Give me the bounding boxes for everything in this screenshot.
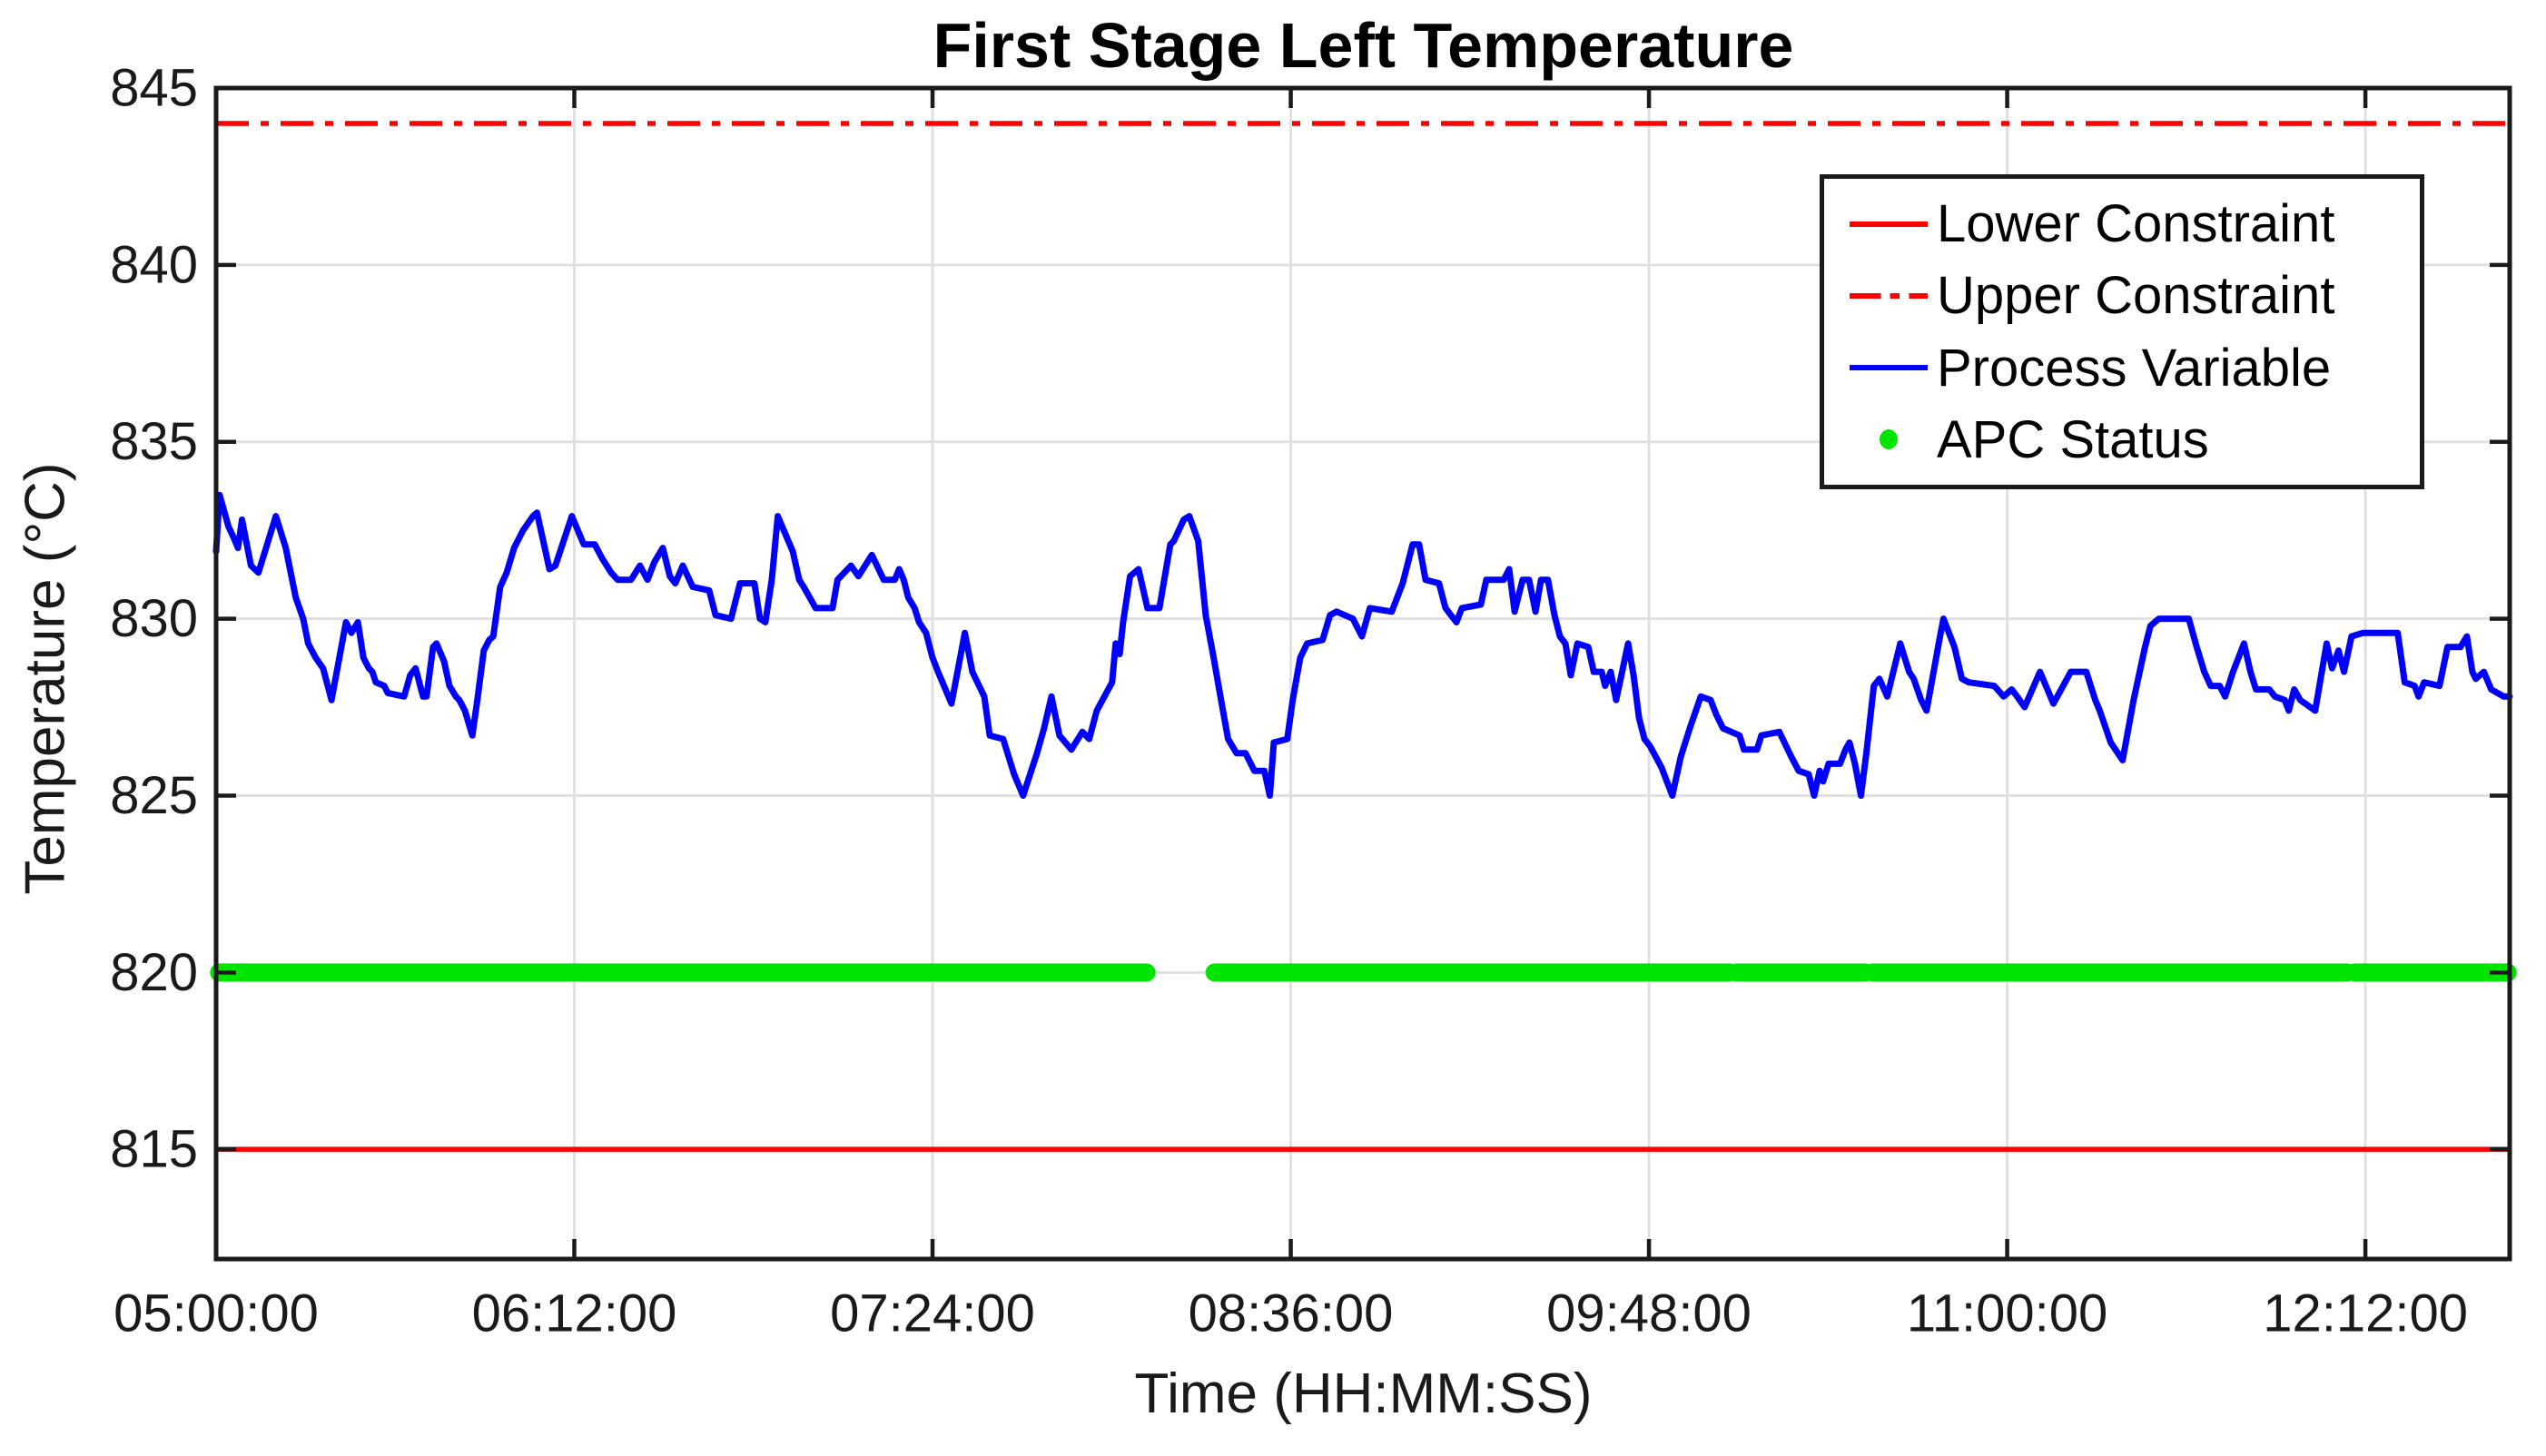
legend-label-lower-constraint: Lower Constraint <box>1937 194 2335 254</box>
x-tick-label: 12:12:00 <box>2263 1284 2468 1343</box>
y-tick-label: 815 <box>110 1120 198 1179</box>
axes-box <box>213 85 2512 1262</box>
legend-marker-lower-constraint <box>1850 221 1928 227</box>
y-tick-label: 830 <box>110 589 198 648</box>
x-tick-label: 09:48:00 <box>1546 1284 1752 1343</box>
y-axis-label: Temperature (°C) <box>14 462 77 895</box>
y-tick-label: 845 <box>110 59 198 118</box>
x-tick-label: 11:00:00 <box>1907 1284 2107 1343</box>
legend-marker-process-variable <box>1850 365 1928 371</box>
y-tick-label: 840 <box>110 235 198 294</box>
x-axis-label: Time (HH:MM:SS) <box>1134 1363 1593 1425</box>
legend-item-apc-status: APC Status <box>1824 404 2420 475</box>
dashdot-line-icon <box>1850 292 1928 299</box>
chart-title: First Stage Left Temperature <box>933 10 1794 81</box>
legend-item-upper-constraint: Upper Constraint <box>1824 261 2420 331</box>
x-tick-label: 06:12:00 <box>472 1284 677 1343</box>
legend-item-lower-constraint: Lower Constraint <box>1824 189 2420 260</box>
x-tick-label: 05:00:00 <box>113 1284 319 1343</box>
legend-label-upper-constraint: Upper Constraint <box>1937 266 2335 326</box>
dot-icon <box>1880 429 1898 450</box>
y-tick-label: 820 <box>110 943 198 1002</box>
legend-item-process-variable: Process Variable <box>1824 332 2420 403</box>
legend-label-process-variable: Process Variable <box>1937 338 2332 398</box>
y-tick-label: 825 <box>110 766 198 825</box>
legend-label-apc-status: APC Status <box>1937 409 2209 469</box>
legend: Lower Constraint Upper Constraint Process … <box>1820 174 2424 489</box>
legend-marker-apc-status <box>1850 429 1928 450</box>
x-tick-label: 08:36:00 <box>1189 1284 1394 1343</box>
solid-line-icon <box>1850 365 1928 371</box>
process-variable-line <box>212 491 2513 799</box>
solid-line-icon <box>1850 221 1928 227</box>
x-tick-label: 07:24:00 <box>830 1284 1035 1343</box>
y-tick-label: 835 <box>110 412 198 471</box>
legend-marker-upper-constraint <box>1850 292 1928 299</box>
